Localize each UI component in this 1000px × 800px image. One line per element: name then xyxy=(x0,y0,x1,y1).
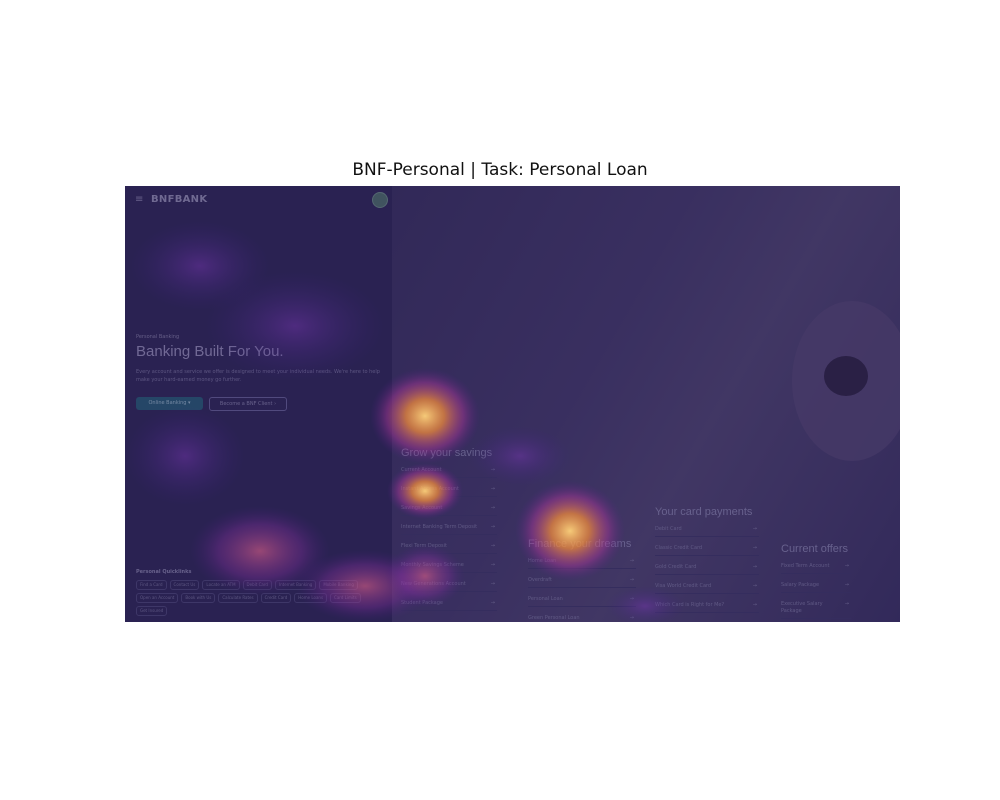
online-banking-button[interactable]: Online Banking ▾ xyxy=(136,397,203,410)
user-avatar-icon[interactable] xyxy=(372,192,388,208)
menu-link-label: Current Account xyxy=(401,467,442,473)
chevron-right-icon: › xyxy=(274,401,277,407)
menu-link-label: Executive Salary Package xyxy=(781,601,823,614)
menu-link-item[interactable]: Personal Loan → xyxy=(528,593,636,607)
menu-link-label: Personal Loan xyxy=(528,596,563,602)
menu-link-label: Salary Package xyxy=(781,582,820,588)
arrow-right-icon: → xyxy=(490,467,495,473)
menu-link-item[interactable]: Monthly Savings Scheme → xyxy=(401,559,497,573)
menu-link-item[interactable]: Savings Account → xyxy=(401,502,497,516)
menu-link-item[interactable]: Flexi Term Deposit → xyxy=(401,540,497,554)
become-client-button[interactable]: Become a BNF Client › xyxy=(209,397,287,411)
become-client-label: Become a BNF Client xyxy=(219,401,273,407)
arrow-right-icon: → xyxy=(490,543,495,549)
menu-link-label: Which Card is Right for Me? xyxy=(655,602,725,608)
hero-description: Every account and service we offer is de… xyxy=(136,369,380,383)
menu-link-label: Gold Credit Card xyxy=(655,564,697,570)
quicklink-chip[interactable]: Locate an ATM xyxy=(202,580,240,590)
arrow-right-icon: → xyxy=(752,545,757,551)
menu-link-label: Debit Card xyxy=(655,526,682,532)
quicklinks-list: Find a Card Contact Us Locate an ATM Debit … xyxy=(136,580,388,616)
menu-link-label: Flexi Term Deposit xyxy=(401,543,448,549)
quicklink-chip[interactable]: Open an Account xyxy=(136,593,179,603)
menu-link-item[interactable]: Visa World Credit Card → xyxy=(655,580,759,594)
online-banking-label: Online Banking xyxy=(148,400,187,406)
quicklink-chip[interactable]: Credit Card xyxy=(260,593,292,603)
menu-link-label: Monthly Savings Scheme xyxy=(401,562,464,568)
menu-link-label: Home Loan xyxy=(528,558,557,564)
figure-title: BNF-Personal | Task: Personal Loan xyxy=(352,160,648,180)
arrow-right-icon: → xyxy=(490,505,495,511)
menu-link-label: Classic Credit Card xyxy=(655,545,703,551)
arrow-right-icon: → xyxy=(490,562,495,568)
menu-link-item[interactable]: Salary Package → xyxy=(781,579,851,593)
arrow-right-icon: → xyxy=(752,602,757,608)
arrow-right-icon: → xyxy=(844,601,849,607)
column-title: Finance your dreams xyxy=(528,538,632,550)
menu-link-item[interactable]: Debit Card → xyxy=(655,523,759,537)
arrow-right-icon: → xyxy=(629,577,634,583)
quicklink-chip[interactable]: Find a Card xyxy=(136,580,167,590)
arrow-right-icon: → xyxy=(629,615,634,621)
menu-link-label: Fixed Term Account xyxy=(781,563,830,569)
hero-title: Banking Built For You. xyxy=(136,343,284,360)
column-savings: Grow your savings Current Account → Instan… xyxy=(401,447,497,611)
arrow-right-icon: → xyxy=(490,486,495,492)
menu-link-item[interactable]: Overdraft → xyxy=(528,574,636,588)
quicklinks-title: Personal Quicklinks xyxy=(136,569,192,575)
chevron-down-icon: ▾ xyxy=(188,400,191,406)
menu-link-label: Instant Access Account xyxy=(401,486,459,492)
column-finance: Finance your dreams Home Loan → Overdraft →… xyxy=(528,538,636,622)
column-title: Current offers xyxy=(781,543,849,555)
quicklink-chip[interactable]: Home Loans xyxy=(294,593,328,603)
quicklink-chip[interactable]: Debit Card xyxy=(242,580,272,590)
column-cards: Your card payments Debit Card → Classic Cr… xyxy=(655,506,759,613)
column-title: Your card payments xyxy=(655,506,753,518)
menu-link-item[interactable]: Instant Access Account → xyxy=(401,483,497,497)
menu-link-label: Green Personal Loan xyxy=(528,615,580,621)
quicklink-chip[interactable]: Get Insured xyxy=(136,606,168,616)
arrow-right-icon: → xyxy=(844,563,849,569)
arrow-right-icon: → xyxy=(752,564,757,570)
quicklink-chip[interactable]: Card Limits xyxy=(330,593,361,603)
quicklink-chip[interactable]: Internet Banking xyxy=(274,580,317,590)
quicklink-chip[interactable]: Book with Us xyxy=(181,593,216,603)
sunglasses-left xyxy=(824,356,868,396)
arrow-right-icon: → xyxy=(629,558,634,564)
menu-link-item[interactable]: Which Card is Right for Me? → xyxy=(655,599,759,613)
menu-link-label: Internet Banking Term Deposit xyxy=(401,524,478,530)
quicklink-chip[interactable]: Contact Us xyxy=(169,580,200,590)
menu-link-item[interactable]: Home Loan → xyxy=(528,555,636,569)
bnf-logo[interactable]: BNFBANK xyxy=(151,194,208,205)
arrow-right-icon: → xyxy=(490,581,495,587)
hero-kicker: Personal Banking xyxy=(136,334,180,340)
arrow-right-icon: → xyxy=(490,600,495,606)
menu-link-label: Visa World Credit Card xyxy=(655,583,712,589)
arrow-right-icon: → xyxy=(490,524,495,530)
menu-link-item[interactable]: Executive Salary Package → xyxy=(781,598,851,619)
arrow-right-icon: → xyxy=(844,582,849,588)
quicklink-chip[interactable]: Calculate Rates xyxy=(218,593,258,603)
menu-link-item[interactable]: New Generations Account → xyxy=(401,578,497,592)
column-title: Grow your savings xyxy=(401,447,493,459)
arrow-right-icon: → xyxy=(752,526,757,532)
column-offers: Current offers Fixed Term Account → Salary… xyxy=(781,543,851,619)
menu-link-item[interactable]: Fixed Term Account → xyxy=(781,560,851,574)
arrow-right-icon: → xyxy=(752,583,757,589)
menu-link-item[interactable]: Gold Credit Card → xyxy=(655,561,759,575)
menu-link-item[interactable]: Internet Banking Term Deposit → xyxy=(401,521,497,535)
menu-link-label: Overdraft xyxy=(528,577,552,583)
menu-link-item[interactable]: Green Personal Loan → xyxy=(528,612,636,622)
quicklink-chip[interactable]: Mobile Banking xyxy=(319,580,358,590)
menu-link-item[interactable]: Classic Credit Card → xyxy=(655,542,759,556)
screenshot-panel: ≡ BNFBANK Personal Banking Banking Built… xyxy=(125,186,900,622)
menu-link-label: Savings Account xyxy=(401,505,443,511)
arrow-right-icon: → xyxy=(629,596,634,602)
menu-link-item[interactable]: Current Account → xyxy=(401,464,497,478)
menu-link-label: Student Package xyxy=(401,600,443,606)
menu-link-label: New Generations Account xyxy=(401,581,466,587)
menu-link-item[interactable]: Student Package → xyxy=(401,597,497,611)
menu-icon[interactable]: ≡ xyxy=(135,194,144,205)
